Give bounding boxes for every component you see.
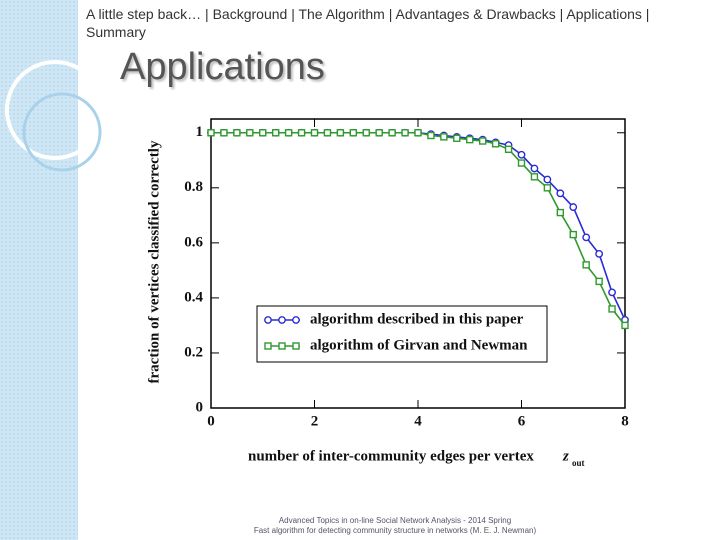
legend [256,305,548,363]
marker [466,135,474,144]
marker [278,342,286,350]
marker [401,129,409,137]
marker [362,129,370,137]
marker [517,159,526,167]
marker [582,233,591,242]
plot-frame [210,118,626,409]
legend-label: algorithm of Girvan and Newman [310,337,528,353]
marker [414,129,422,137]
nav-bar: A little step back… | Background | The A… [86,6,650,40]
marker [608,288,616,297]
x-tick-label: 4 [414,413,422,429]
series-line [211,131,626,321]
marker [530,173,539,181]
marker [292,342,300,350]
y-tick-label: 0.6 [184,234,203,250]
marker [453,134,461,142]
marker [271,129,280,137]
x-tick-label: 0 [207,413,215,429]
legend-label: algorithm described in this paper [310,311,524,327]
marker [504,145,513,153]
marker [264,316,272,324]
footer-line: Advanced Topics in on-line Social Networ… [278,516,512,525]
marker [517,150,526,159]
y-tick-label: 0.8 [184,179,203,195]
x-axis-label: number of inter-community edges per vert… [248,448,534,464]
marker [233,129,241,137]
marker [259,129,267,137]
marker [292,316,300,324]
marker [220,129,228,137]
marker [530,164,539,173]
series-line [211,131,626,326]
marker [595,277,603,286]
marker [297,129,306,137]
marker [608,305,616,313]
marker [582,261,590,269]
slide-title: Applications [120,46,325,88]
decor-circle [5,60,105,160]
marker [543,184,552,192]
x-tick-label: 8 [621,413,629,429]
y-tick-label: 0.4 [184,289,203,305]
marker [491,140,500,148]
marker [349,129,358,137]
marker [478,137,487,145]
marker [556,189,565,198]
marker [336,129,345,137]
marker [323,129,332,137]
marker [543,175,552,184]
marker [556,208,565,217]
decor-circle [22,92,102,172]
marker [569,230,577,239]
marker [427,131,435,140]
marker [246,129,254,137]
marker [207,129,215,137]
marker [621,321,629,330]
footer-line: Fast algorithm for detecting community s… [253,526,537,535]
footer: Advanced Topics in on-line Social Networ… [180,516,610,536]
marker [388,129,396,137]
marker [278,316,286,324]
x-tick-label: 2 [311,413,319,429]
x-tick-label: 6 [518,413,526,429]
marker [569,203,578,211]
y-tick-label: 0 [196,399,204,415]
x-axis-var: z [562,448,569,464]
marker [284,129,293,137]
marker [310,129,319,137]
y-tick-label: 1 [196,124,204,140]
x-axis-sub: out [572,458,585,468]
marker [264,342,272,350]
y-tick-label: 0.2 [184,344,203,360]
y-axis-label: fraction of vertices classified correctl… [146,140,162,383]
marker [595,249,604,258]
marker [440,133,448,141]
marker [375,129,383,137]
